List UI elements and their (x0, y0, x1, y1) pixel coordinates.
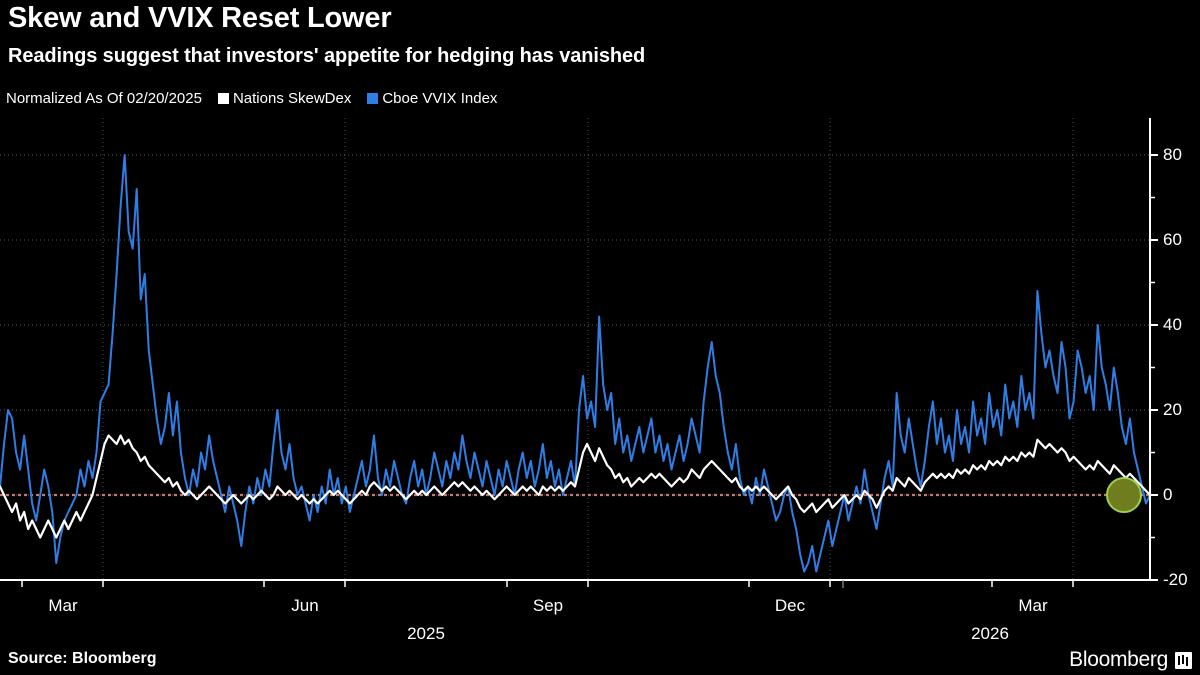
page-subtitle: Readings suggest that investors' appetit… (8, 45, 646, 67)
x-axis-tick-label: Sep (532, 596, 564, 615)
brand-wordmark: Bloomberg (1069, 648, 1168, 671)
legend-swatch-vvix (367, 93, 379, 104)
series-line-skewdex (0, 434, 1152, 539)
gridlines (0, 118, 1150, 581)
legend-label-skewdex: Nations SkewDex (232, 90, 352, 107)
y-axis-tick-label: 40 (1163, 315, 1182, 334)
y-axis-tick-label: 60 (1163, 230, 1182, 249)
legend-item-skewdex[interactable]: Nations SkewDex (217, 90, 352, 107)
y-axis-tick-label: 80 (1163, 145, 1182, 164)
bloomberg-terminal-icon (1175, 651, 1192, 669)
y-axis-tick-label: -20 (1163, 570, 1188, 589)
chart-svg (0, 118, 1158, 588)
chart-legend: Normalized As Of 02/20/2025 Nations Skew… (6, 90, 513, 107)
series-line-vvix (0, 154, 1151, 573)
chart-plot-area (0, 118, 1200, 588)
x-axis-year-labels: 2025 2026 (0, 624, 1150, 650)
legend-item-vvix[interactable]: Cboe VVIX Index (367, 90, 497, 107)
chart-axes (0, 118, 1158, 588)
x-axis-year-label: 2025 (407, 624, 445, 643)
x-axis-year-label: 2026 (971, 624, 1009, 643)
legend-label-vvix: Cboe VVIX Index (382, 90, 498, 107)
current-value-marker (1106, 477, 1142, 513)
chart-footer: Source: Bloomberg Bloomberg (0, 648, 1200, 675)
legend-swatch-skewdex (217, 93, 229, 104)
x-axis-tick-label: Mar (1018, 596, 1048, 615)
x-axis-labels: Mar Jun Sep Dec Mar (0, 596, 1150, 622)
x-axis-tick-label: Mar (48, 596, 78, 615)
page-title: Skew and VVIX Reset Lower (8, 2, 392, 34)
legend-normalization-note: Normalized As Of 02/20/2025 (6, 90, 202, 107)
y-axis-tick-label: 0 (1163, 485, 1173, 504)
x-axis-tick-label: Jun (291, 596, 319, 615)
y-axis-labels: -20 0 20 40 60 80 (1163, 118, 1200, 588)
source-attribution: Source: Bloomberg (8, 650, 157, 667)
x-axis-tick-label: Dec (774, 596, 806, 615)
bloomberg-brand: Bloomberg (1069, 648, 1192, 672)
y-axis-tick-label: 20 (1163, 400, 1182, 419)
